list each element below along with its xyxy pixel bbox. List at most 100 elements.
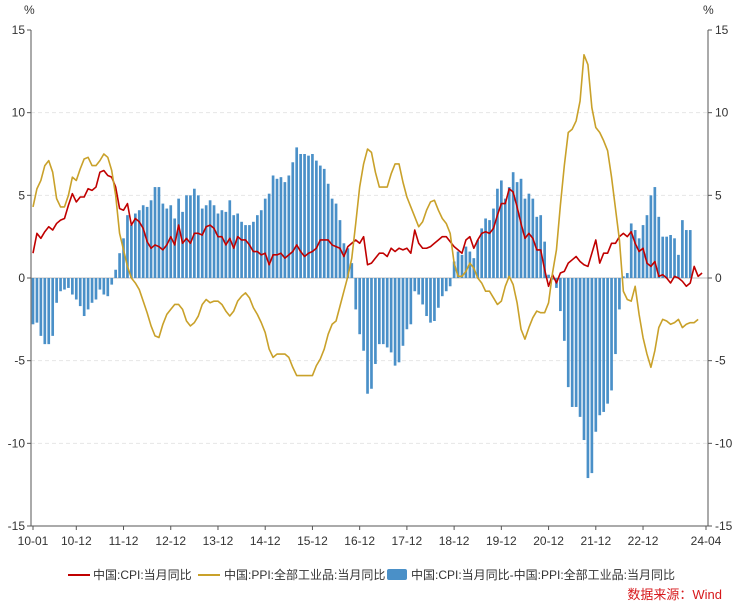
bar-spread bbox=[677, 254, 680, 278]
bar-spread bbox=[137, 210, 141, 278]
bar-spread bbox=[389, 278, 393, 353]
bar-spread bbox=[74, 278, 78, 300]
bar-spread bbox=[464, 246, 468, 278]
bar-spread bbox=[318, 165, 322, 278]
bar-spread bbox=[429, 278, 432, 323]
x-tick-label: 16-12 bbox=[344, 534, 375, 548]
bar-spread bbox=[196, 195, 200, 278]
bar-spread bbox=[641, 225, 645, 278]
bar-spread bbox=[106, 278, 110, 297]
bar-spread bbox=[500, 180, 503, 278]
bar-spread bbox=[669, 235, 672, 278]
bar-spread bbox=[220, 210, 224, 278]
bar-spread bbox=[55, 278, 58, 303]
bar-spread bbox=[31, 278, 35, 325]
bar-spread bbox=[594, 278, 598, 432]
bar-spread bbox=[67, 278, 70, 288]
bar-spread bbox=[440, 278, 444, 297]
y-tick-label-right: -5 bbox=[715, 354, 726, 368]
bar-spread bbox=[665, 236, 668, 278]
y-tick-label-left: 0 bbox=[18, 271, 25, 285]
bar-spread bbox=[322, 168, 326, 278]
bar-spread bbox=[307, 155, 310, 278]
bar-spread bbox=[602, 278, 606, 412]
bar-spread bbox=[141, 205, 145, 278]
bar-spread bbox=[263, 198, 267, 278]
bar-spread bbox=[204, 205, 208, 278]
bar-spread bbox=[350, 263, 354, 278]
y-axis-left-unit: % bbox=[24, 3, 35, 17]
bar-spread bbox=[496, 188, 499, 278]
bar-spread bbox=[625, 273, 629, 278]
bar-spread bbox=[47, 278, 51, 345]
y-tick-label-right: 10 bbox=[715, 106, 729, 120]
x-tick-label: 12-12 bbox=[155, 534, 186, 548]
bar-spread bbox=[216, 213, 220, 278]
line-ppi bbox=[32, 53, 699, 377]
legend-spread-label: 中国:CPI:当月同比-中国:PPI:全部工业品:当月同比 bbox=[411, 567, 675, 582]
bar-spread bbox=[283, 182, 287, 278]
bar-spread bbox=[291, 162, 295, 278]
bar-spread bbox=[252, 221, 255, 278]
bar-spread bbox=[370, 278, 373, 389]
bar-spread bbox=[51, 278, 55, 336]
bar-spread bbox=[362, 278, 365, 351]
bar-spread bbox=[586, 278, 590, 479]
x-tick-label: 19-12 bbox=[486, 534, 517, 548]
bar-spread bbox=[326, 183, 330, 278]
bar-spread bbox=[173, 218, 177, 278]
y-tick-label-left: 10 bbox=[12, 106, 26, 120]
x-tick-label: 10-12 bbox=[61, 534, 92, 548]
bar-spread bbox=[311, 154, 314, 278]
x-tick-label: 11-12 bbox=[109, 534, 139, 548]
bar-spread bbox=[476, 239, 480, 278]
bar-spread bbox=[342, 243, 346, 278]
bar-spread bbox=[610, 278, 613, 391]
bar-spread bbox=[397, 278, 401, 363]
line-series bbox=[32, 53, 703, 377]
bar-spread bbox=[480, 228, 484, 278]
bar-spread bbox=[673, 238, 676, 278]
legend-ppi-label: 中国:PPI:全部工业品:当月同比 bbox=[224, 567, 385, 582]
y-tick-label-left: -5 bbox=[14, 354, 25, 368]
bar-spread bbox=[267, 193, 271, 278]
bar-spread bbox=[559, 278, 562, 312]
legend-item-ppi: 中国:PPI:全部工业品:当月同比 bbox=[198, 567, 385, 582]
bar-spread bbox=[649, 195, 653, 278]
bar-spread bbox=[114, 269, 117, 278]
bar-spread bbox=[637, 238, 641, 278]
bar-series bbox=[31, 147, 692, 479]
bar-spread bbox=[421, 278, 424, 305]
bar-spread bbox=[330, 198, 334, 278]
legend-cpi-label: 中国:CPI:当月同比 bbox=[93, 567, 192, 582]
bar-spread bbox=[618, 278, 621, 310]
bar-spread bbox=[295, 147, 299, 278]
bar-spread bbox=[519, 178, 523, 278]
bar-spread bbox=[279, 177, 283, 278]
x-tick-label: 18-12 bbox=[439, 534, 470, 548]
bar-spread bbox=[570, 278, 574, 407]
bar-spread bbox=[189, 195, 192, 278]
x-tick-label: 10-01 bbox=[18, 534, 49, 548]
bar-spread bbox=[354, 278, 358, 310]
bar-spread bbox=[259, 210, 263, 278]
bar-spread bbox=[303, 154, 306, 278]
bar-spread bbox=[425, 278, 428, 317]
y-tick-label-right: -15 bbox=[715, 519, 733, 533]
y-tick-label-left: -15 bbox=[8, 519, 26, 533]
bar-spread bbox=[488, 220, 491, 278]
bar-spread bbox=[82, 278, 86, 317]
bar-spread bbox=[35, 278, 39, 323]
y-tick-label-right: 15 bbox=[715, 23, 729, 37]
legend-item-cpi: 中国:CPI:当月同比 bbox=[68, 567, 192, 582]
x-tick-label: 14-12 bbox=[250, 534, 281, 548]
bar-spread bbox=[401, 278, 405, 346]
bar-spread bbox=[574, 278, 578, 407]
bar-spread bbox=[275, 178, 279, 278]
bar-spread bbox=[240, 221, 243, 278]
bar-spread bbox=[437, 278, 440, 308]
bar-spread bbox=[598, 278, 602, 416]
bar-spread bbox=[299, 154, 302, 278]
bar-spread bbox=[385, 278, 389, 348]
